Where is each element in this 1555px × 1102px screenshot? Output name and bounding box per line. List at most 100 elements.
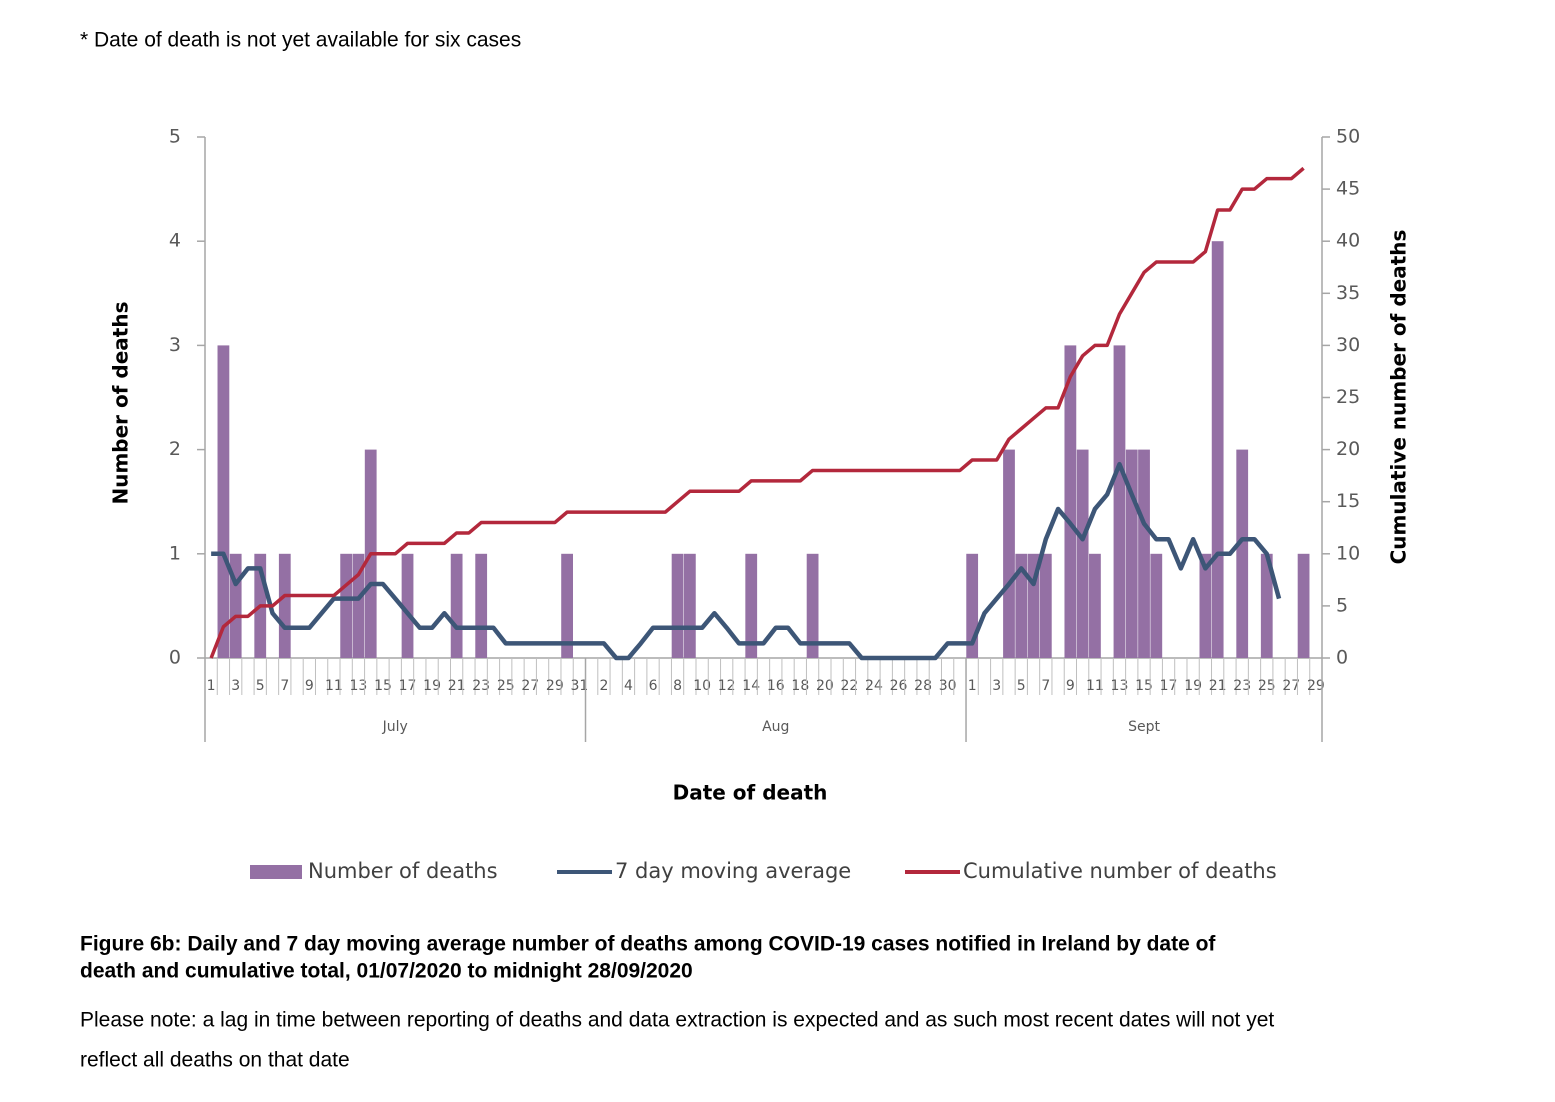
x-tick-label: 11 [1086,678,1104,694]
bar [1138,449,1150,658]
x-tick-label: 30 [939,678,957,694]
bar [1027,553,1040,658]
y2-tick-label: 35 [1336,282,1360,304]
group-label: Sept [1128,719,1160,735]
y2-axis-title: Cumulative number of deaths [1387,230,1411,565]
bar [1150,553,1163,658]
bar [229,553,242,658]
bar [401,553,414,658]
x-axis-title: Date of death [673,781,828,805]
x-tick-label: 10 [693,678,711,694]
x-tick-label: 27 [521,678,539,694]
x-tick-label: 19 [1184,678,1202,694]
x-tick-label: 16 [767,678,785,694]
bar [806,553,819,658]
bar [671,553,684,658]
y-tick-label: 2 [169,438,181,460]
x-tick-label: 6 [649,678,658,694]
x-tick-label: 5 [1017,678,1026,694]
group-label: Aug [762,719,789,735]
x-tick-label: 25 [1258,678,1276,694]
x-tick-label: 20 [816,678,834,694]
bar [1125,449,1138,658]
x-tick-label: 29 [1307,678,1325,694]
bar [1039,553,1052,658]
caption-title: Figure 6b: Daily and 7 day moving averag… [80,933,1216,956]
y2-tick-label: 50 [1336,126,1360,148]
x-tick-label: 17 [399,678,417,694]
bar [1015,553,1028,658]
legend-label: 7 day moving average [615,859,851,883]
bar [1199,553,1212,658]
line [211,461,1282,661]
y2-tick-label: 20 [1336,438,1360,460]
x-tick-label: 1 [207,678,216,694]
y-tick-label: 1 [169,542,181,564]
x-tick-label: 4 [624,678,633,694]
x-tick-label: 7 [280,678,289,694]
x-tick-label: 11 [325,678,343,694]
bar [1003,449,1015,658]
x-tick-label: 18 [791,678,809,694]
y2-tick-label: 0 [1336,647,1348,669]
y2-tick-label: 40 [1336,230,1360,252]
x-tick-label: 19 [423,678,441,694]
bar [475,553,488,658]
bar [340,553,353,658]
x-tick-label: 31 [570,678,588,694]
x-tick-label: 15 [1135,678,1153,694]
bar [1076,449,1089,658]
bar [352,553,365,658]
y-axis-title: Number of deaths [109,301,133,504]
x-tick-label: 21 [448,678,466,694]
bar [1089,553,1101,658]
note: * Date of death is not yet available for… [80,29,521,52]
bar [1113,345,1126,658]
y2-tick-label: 5 [1336,594,1348,616]
legend-swatch [250,865,302,879]
x-tick-label: 13 [350,678,368,694]
y-tick-label: 0 [169,647,181,669]
x-tick-label: 9 [1066,678,1075,694]
caption-note: reflect all deaths on that date [80,1049,350,1072]
x-tick-label: 27 [1282,678,1300,694]
bar [450,553,463,658]
x-tick-label: 14 [742,678,760,694]
bar [561,553,573,658]
y2-tick-label: 15 [1336,490,1360,512]
bar [683,553,696,658]
x-tick-label: 21 [1209,678,1227,694]
y2-tick-label: 30 [1336,334,1360,356]
x-tick-label: 8 [673,678,682,694]
bar [1260,553,1273,658]
x-tick-label: 28 [914,678,932,694]
x-tick-label: 23 [1233,678,1251,694]
x-tick-label: 22 [841,678,859,694]
bar [217,345,230,658]
x-tick-label: 29 [546,678,564,694]
x-tick-label: 17 [1160,678,1178,694]
x-tick-label: 2 [599,678,608,694]
legend-label: Cumulative number of deaths [963,859,1277,883]
legend-label: Number of deaths [308,859,498,883]
x-tick-label: 24 [865,678,883,694]
caption-title: death and cumulative total, 01/07/2020 t… [80,960,693,983]
x-tick-label: 3 [992,678,1001,694]
bar [278,553,291,658]
y-tick-label: 3 [169,334,181,356]
y2-tick-label: 45 [1336,178,1360,200]
caption-note: Please note: a lag in time between repor… [80,1009,1274,1032]
bar [966,553,979,658]
x-tick-label: 5 [256,678,265,694]
bar [1064,345,1077,658]
bar [1236,449,1249,658]
line [209,166,1305,659]
bar [745,553,758,658]
x-tick-label: 7 [1041,678,1050,694]
y2-tick-label: 10 [1336,542,1360,564]
bar [1211,241,1224,658]
x-tick-label: 1 [968,678,977,694]
x-tick-label: 12 [718,678,736,694]
x-tick-label: 9 [305,678,314,694]
